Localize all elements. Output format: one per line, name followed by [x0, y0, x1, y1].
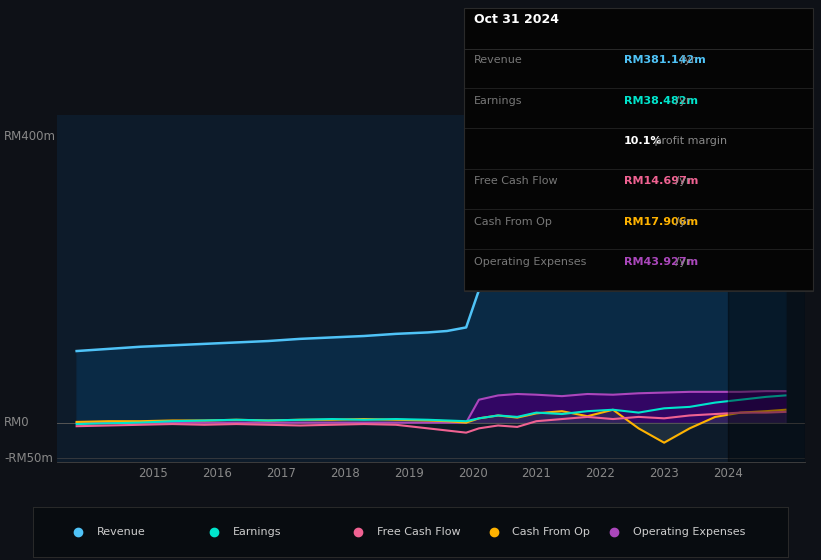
Text: RM43.927m: RM43.927m — [624, 257, 698, 267]
Text: Free Cash Flow: Free Cash Flow — [377, 527, 460, 537]
Text: /yr: /yr — [672, 257, 690, 267]
Text: /yr: /yr — [672, 96, 690, 106]
Text: RM400m: RM400m — [4, 130, 56, 143]
Text: profit margin: profit margin — [650, 136, 727, 146]
Text: Operating Expenses: Operating Expenses — [474, 257, 586, 267]
Text: Revenue: Revenue — [474, 55, 522, 66]
Text: Revenue: Revenue — [97, 527, 146, 537]
Text: Free Cash Flow: Free Cash Flow — [474, 176, 557, 186]
Bar — [728, 115, 805, 462]
Text: Oct 31 2024: Oct 31 2024 — [474, 13, 559, 26]
Text: RM0: RM0 — [4, 416, 30, 429]
Text: /yr: /yr — [672, 217, 690, 227]
Text: Earnings: Earnings — [474, 96, 522, 106]
Text: /yr: /yr — [672, 176, 690, 186]
Text: Cash From Op: Cash From Op — [474, 217, 552, 227]
Text: RM17.906m: RM17.906m — [624, 217, 698, 227]
Text: 10.1%: 10.1% — [624, 136, 663, 146]
Text: Earnings: Earnings — [233, 527, 282, 537]
Text: -RM50m: -RM50m — [4, 452, 53, 465]
Text: RM14.697m: RM14.697m — [624, 176, 699, 186]
Text: Cash From Op: Cash From Op — [512, 527, 590, 537]
Text: RM38.482m: RM38.482m — [624, 96, 698, 106]
Text: Operating Expenses: Operating Expenses — [633, 527, 745, 537]
Text: /yr: /yr — [677, 55, 696, 66]
Text: RM381.142m: RM381.142m — [624, 55, 706, 66]
